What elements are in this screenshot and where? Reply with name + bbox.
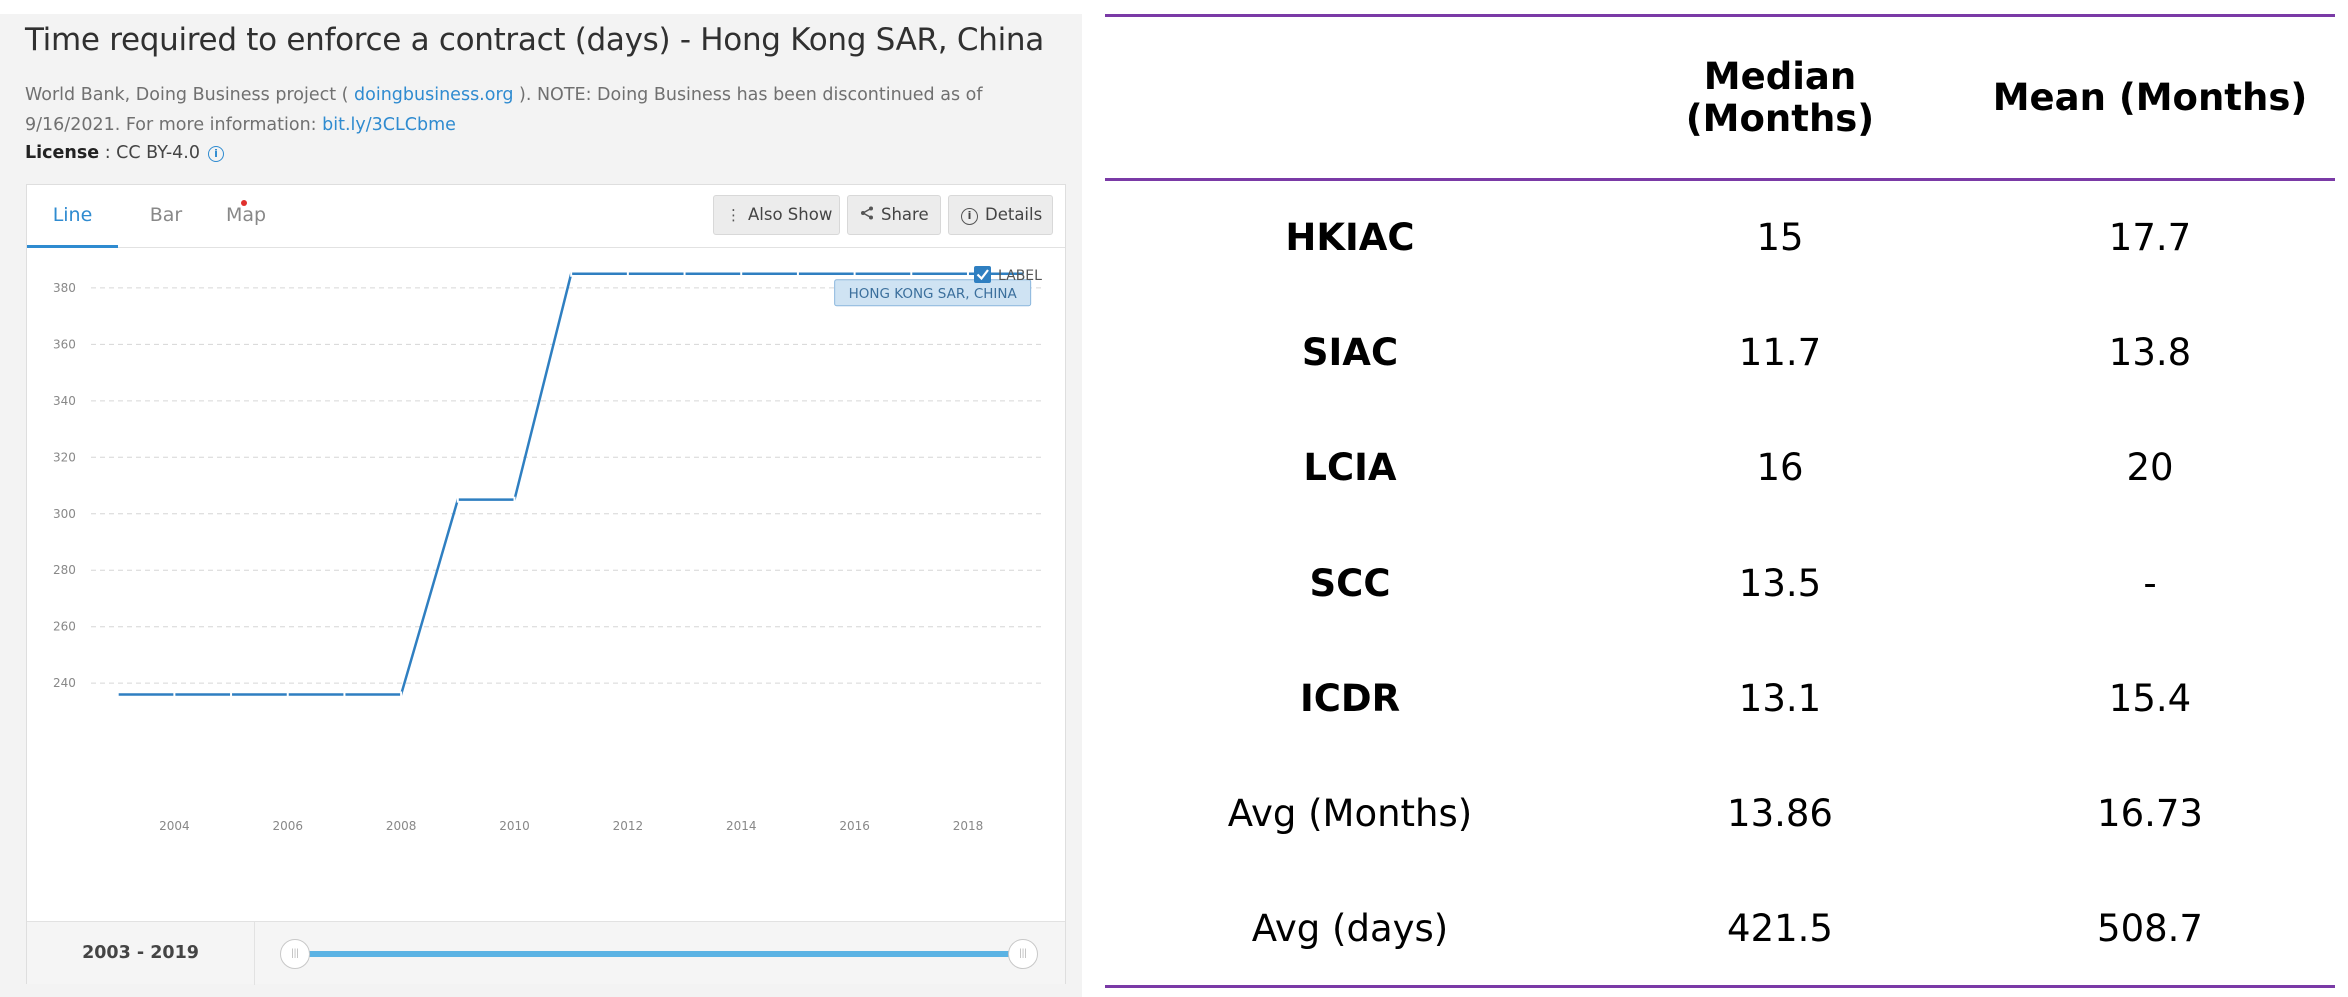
row-label: LCIA [1303, 446, 1397, 490]
y-tick-label: 360 [53, 337, 76, 351]
y-tick-label: 340 [53, 394, 76, 408]
y-tick-label: 300 [53, 507, 76, 521]
table-row: LCIA 16 20 [1105, 410, 2335, 525]
x-tick-label: 2006 [272, 819, 303, 833]
year-range-label: 2003 - 2019 [27, 922, 255, 985]
mean-cell: 20 [2126, 446, 2174, 490]
header-mean: Mean (Months) [1992, 75, 2308, 119]
also-show-label: Also Show [748, 205, 833, 224]
more-vertical-icon: ⋮ [726, 206, 741, 224]
x-tick-label: 2008 [386, 819, 417, 833]
table-row: SIAC 11.7 13.8 [1105, 295, 2335, 410]
chart-card: Line Bar Map ⋮ Also Show Share i Details 2… [26, 184, 1066, 985]
series-label-box [834, 279, 1032, 307]
doingbusiness-link[interactable]: doingbusiness.org [354, 85, 514, 105]
y-tick-label: 320 [53, 450, 76, 464]
license-line: License : CC BY-4.0 i [25, 143, 224, 163]
median-cell: 16 [1756, 446, 1804, 490]
table-row: SCC 13.5 - [1105, 525, 2335, 640]
info-icon: i [961, 208, 978, 225]
source-prefix: World Bank, Doing Business project ( [25, 85, 355, 105]
x-tick-label: 2010 [499, 819, 530, 833]
median-cell: 11.7 [1738, 330, 1822, 374]
more-info-link[interactable]: bit.ly/3CLCbme [322, 115, 456, 135]
table-row: Avg (Months) 13.86 16.73 [1105, 756, 2335, 871]
slider-start-handle[interactable]: ||| [280, 939, 310, 969]
y-tick-label: 280 [53, 563, 76, 577]
source-note: World Bank, Doing Business project ( doi… [25, 80, 1075, 140]
series-line [117, 272, 1025, 696]
mean-cell: 16.73 [2097, 792, 2203, 836]
tab-line[interactable]: Line [27, 185, 118, 248]
page-title: Time required to enforce a contract (day… [25, 22, 1044, 58]
table-header-row: Median (Months) Mean (Months) [1105, 15, 2335, 180]
x-tick-label: 2018 [953, 819, 984, 833]
mean-cell: 17.7 [2108, 216, 2192, 260]
header-median: Median (Months) [1595, 16, 1965, 180]
map-new-dot-icon [241, 200, 247, 206]
table-row: ICDR 13.1 15.4 [1105, 641, 2335, 756]
row-label: ICDR [1299, 676, 1401, 720]
share-label: Share [881, 205, 929, 224]
source-middle: ). NOTE: Doing Business has been discont… [25, 85, 983, 135]
share-icon [860, 196, 874, 234]
line-chart: 240 260 280 300 320 340 360 380 2004 2006 2008 2010… [53, 266, 1042, 833]
indicator-panel: Time required to enforce a contract (day… [0, 14, 1082, 997]
header-median-line: (Months) [1685, 96, 1875, 140]
share-button[interactable]: Share [847, 195, 941, 235]
median-cell: 13.1 [1738, 676, 1822, 720]
details-button[interactable]: i Details [948, 195, 1053, 235]
year-range-slider-track[interactable] [297, 951, 1022, 957]
chart-tabs: Line Bar Map ⋮ Also Show Share i Details [27, 185, 1065, 248]
details-label: Details [985, 205, 1043, 224]
table-row: Avg (days) 421.5 508.7 [1105, 871, 2335, 987]
tab-bar[interactable]: Bar [149, 204, 183, 226]
label-checkbox[interactable] [974, 266, 991, 283]
mean-cell: - [2143, 561, 2157, 605]
x-tick-label: 2014 [726, 819, 757, 833]
row-label: Avg (Months) [1227, 792, 1473, 836]
year-range-bar: 2003 - 2019 ||| ||| [27, 921, 1065, 985]
mean-cell: 13.8 [2108, 330, 2192, 374]
header-median-line: Median [1703, 54, 1857, 98]
also-show-button[interactable]: ⋮ Also Show [713, 195, 840, 235]
slider-end-handle[interactable]: ||| [1008, 939, 1038, 969]
license-label: License [25, 143, 100, 163]
y-tick-label: 380 [53, 281, 76, 295]
row-label: SIAC [1301, 330, 1399, 374]
series-label: HONG KONG SAR, CHINA [849, 286, 1018, 302]
license-value: : CC BY-4.0 [99, 143, 200, 163]
x-tick-label: 2016 [839, 819, 870, 833]
tab-map[interactable]: Map [225, 204, 267, 226]
checkmark-icon [976, 269, 989, 281]
x-tick-label: 2004 [159, 819, 190, 833]
row-label: SCC [1309, 561, 1391, 605]
row-label: Avg (days) [1251, 906, 1449, 950]
license-info-icon[interactable]: i [207, 146, 224, 162]
arbitration-duration-table: Median (Months) Mean (Months) HKIAC 15 17.7… [1105, 14, 2335, 988]
median-cell: 15 [1756, 216, 1804, 260]
median-cell: 13.5 [1738, 561, 1822, 605]
y-tick-label: 260 [53, 620, 76, 634]
median-cell: 421.5 [1727, 906, 1833, 950]
mean-cell: 15.4 [2108, 676, 2192, 720]
median-cell: 13.86 [1727, 792, 1833, 836]
label-checkbox-text: LABEL [998, 268, 1042, 284]
header-institution [1105, 16, 1595, 180]
y-tick-label: 240 [53, 676, 76, 690]
stats-table: Median (Months) Mean (Months) HKIAC 15 17.7… [1105, 14, 2335, 988]
row-label: HKIAC [1285, 216, 1415, 260]
x-tick-label: 2012 [613, 819, 644, 833]
mean-cell: 508.7 [2097, 906, 2203, 950]
table-row: HKIAC 15 17.7 [1105, 180, 2335, 295]
